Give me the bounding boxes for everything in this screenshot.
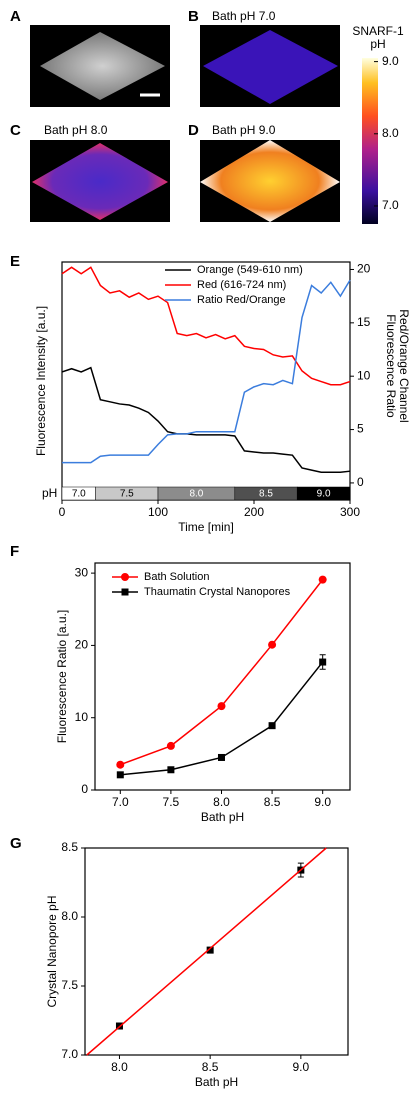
panel-label: C bbox=[10, 122, 21, 139]
y-tick-label: 7.0 bbox=[61, 1047, 78, 1061]
panel-label: B bbox=[188, 8, 199, 25]
point bbox=[217, 702, 226, 711]
chart: 7.0 7.5 8.0 8.5 9.0 Bath pH 0 10 20 30 Fluorescenc… bbox=[55, 562, 351, 824]
x-tick-label: 8.0 bbox=[111, 1060, 128, 1074]
colorbar-tick-label: 9.0 bbox=[382, 54, 399, 68]
y2-axis-label: Fluorescence Ratio bbox=[384, 314, 398, 418]
y2-axis-label: Red/Orange Channel bbox=[397, 309, 411, 422]
plot-frame bbox=[94, 562, 351, 791]
legend-marker bbox=[121, 573, 129, 581]
plot-frame bbox=[84, 847, 349, 1056]
colorbar-tick-label: 8.0 bbox=[382, 126, 399, 140]
chart: 8.0 8.5 9.0 Bath pH 7.0 7.5 8.0 8.5 Crystal Nano… bbox=[45, 840, 349, 1089]
x-tick-label: 300 bbox=[340, 505, 360, 519]
x-tick-label: 8.0 bbox=[213, 795, 230, 809]
point bbox=[116, 760, 125, 769]
panel-label: G bbox=[10, 835, 22, 852]
y2-tick-label: 5 bbox=[357, 422, 364, 436]
x-tick-label: 7.0 bbox=[112, 795, 129, 809]
x-tick-label: 0 bbox=[59, 505, 66, 519]
y-axis-label: Fluorescence Ratio [a.u.] bbox=[55, 610, 69, 743]
y-axis-label: Crystal Nanopore pH bbox=[45, 895, 59, 1007]
x-tick-label: 8.5 bbox=[264, 795, 281, 809]
series-line bbox=[120, 579, 324, 766]
legend-marker bbox=[121, 588, 129, 596]
ph-segment-label: 7.5 bbox=[120, 489, 134, 500]
ph-segment bbox=[296, 486, 351, 501]
point bbox=[268, 722, 276, 730]
y2-tick-label: 10 bbox=[357, 368, 371, 382]
crystal-a bbox=[40, 32, 165, 100]
y-tick-label: 30 bbox=[75, 565, 89, 579]
y-tick-label: 7.5 bbox=[61, 978, 78, 992]
labels: A B C D E F G Bath pH 7.0 Bath pH 8.0 Ba… bbox=[10, 8, 404, 852]
legend-label: Red (616-724 nm) bbox=[197, 279, 286, 291]
y-axis-label: Fluorescence Intensity [a.u.] bbox=[34, 306, 48, 456]
y-tick-label: 0 bbox=[81, 782, 88, 796]
point bbox=[217, 753, 225, 761]
series-line bbox=[61, 266, 351, 386]
crystal-b bbox=[203, 30, 338, 104]
fit-line bbox=[86, 847, 327, 1056]
panel-label: E bbox=[10, 253, 20, 270]
y-tick-label: 20 bbox=[75, 638, 89, 652]
ph-segment-label: 8.0 bbox=[189, 489, 203, 500]
legend-label: Orange (549-610 nm) bbox=[197, 264, 303, 276]
point bbox=[318, 575, 327, 584]
image-title: Bath pH 8.0 bbox=[44, 123, 108, 137]
y-tick-label: 8.0 bbox=[61, 909, 78, 923]
point bbox=[268, 640, 277, 649]
legend-label: Bath Solution bbox=[144, 571, 209, 583]
colorbar-title: SNARF-1 bbox=[352, 24, 404, 38]
x-tick-label: 8.5 bbox=[202, 1060, 219, 1074]
panel-label: D bbox=[188, 122, 199, 139]
colorbar-tick-label: 7.0 bbox=[382, 198, 399, 212]
chart: 0 100 200 300 Time [min] 0 5 10 15 20 Fluorescence… bbox=[34, 261, 411, 534]
ph-segment-label: 7.0 bbox=[72, 489, 86, 500]
x-tick-label: 7.5 bbox=[163, 795, 180, 809]
panel-label: A bbox=[10, 8, 21, 25]
colorbar-title: pH bbox=[370, 37, 385, 51]
y2-tick-label: 20 bbox=[357, 262, 371, 276]
x-tick-label: 9.0 bbox=[292, 1060, 309, 1074]
y2-tick-label: 0 bbox=[357, 475, 364, 489]
x-tick-label: 9.0 bbox=[314, 795, 331, 809]
y2-tick-label: 15 bbox=[357, 315, 371, 329]
ph-label: pH bbox=[42, 486, 57, 500]
panel-label: F bbox=[10, 543, 19, 560]
point bbox=[167, 766, 175, 774]
ph-segment-label: 9.0 bbox=[317, 489, 331, 500]
legend-label: Thaumatin Crystal Nanopores bbox=[144, 586, 291, 598]
crystal-d bbox=[200, 140, 340, 222]
image-title: Bath pH 7.0 bbox=[212, 9, 276, 23]
point bbox=[166, 741, 175, 750]
point bbox=[206, 946, 214, 954]
image-panels bbox=[30, 25, 378, 224]
crystal-c bbox=[32, 143, 168, 220]
x-axis-label: Time [min] bbox=[178, 520, 234, 534]
point bbox=[116, 771, 124, 779]
x-axis-label: Bath pH bbox=[201, 810, 244, 824]
point bbox=[319, 658, 327, 666]
legend-label: Ratio Red/Orange bbox=[197, 294, 286, 306]
image-title: Bath pH 9.0 bbox=[212, 123, 276, 137]
y-tick-label: 10 bbox=[75, 710, 89, 724]
x-axis-label: Bath pH bbox=[195, 1075, 238, 1089]
x-tick-label: 200 bbox=[244, 505, 264, 519]
y-tick-label: 8.5 bbox=[61, 840, 78, 854]
colorbar bbox=[362, 58, 378, 224]
x-tick-label: 100 bbox=[148, 505, 168, 519]
ph-segment-label: 8.5 bbox=[259, 489, 273, 500]
series-line bbox=[61, 366, 351, 474]
series-line bbox=[62, 279, 351, 464]
